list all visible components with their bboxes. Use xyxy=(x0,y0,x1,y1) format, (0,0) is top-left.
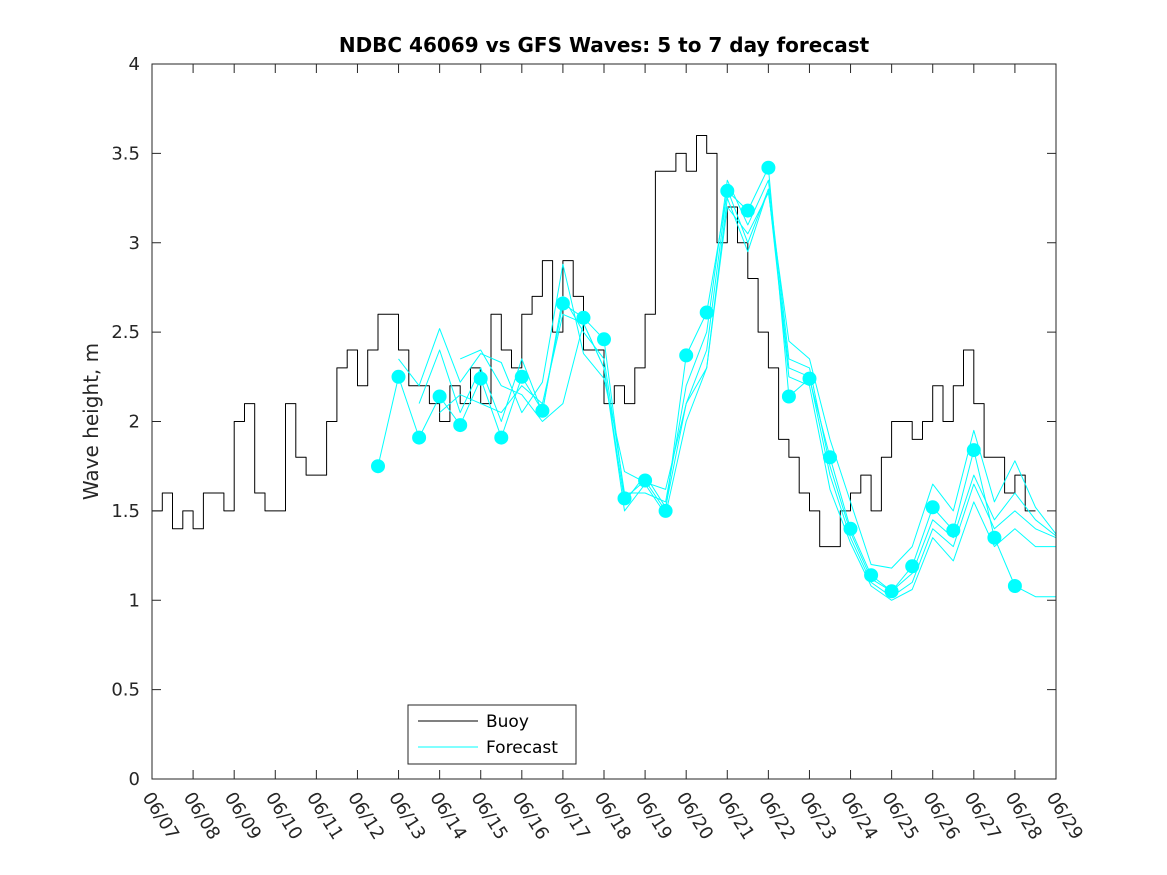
y-tick-label: 1 xyxy=(129,590,140,611)
forecast-marker xyxy=(864,568,879,583)
forecast-marker xyxy=(658,503,673,518)
forecast-marker xyxy=(453,418,468,433)
forecast-marker xyxy=(720,183,735,198)
forecast-marker xyxy=(802,371,817,386)
marker-layer xyxy=(371,160,1022,599)
chart-title: NDBC 46069 vs GFS Waves: 5 to 7 day fore… xyxy=(339,33,870,57)
forecast-marker xyxy=(617,491,632,506)
forecast-series-line xyxy=(398,192,1057,569)
forecast-series-line xyxy=(439,188,1057,598)
forecast-marker xyxy=(494,430,509,445)
forecast-marker xyxy=(843,521,858,536)
forecast-marker xyxy=(391,369,406,384)
y-tick-label: 0 xyxy=(129,769,140,790)
y-tick-label: 3 xyxy=(129,233,140,254)
forecast-series-line xyxy=(460,188,1056,601)
forecast-marker xyxy=(925,500,940,515)
forecast-marker xyxy=(823,450,837,465)
forecast-marker xyxy=(905,559,920,574)
legend-box xyxy=(407,704,577,765)
forecast-marker xyxy=(597,332,611,347)
legend: Buoy Forecast xyxy=(407,704,577,765)
forecast-marker xyxy=(679,348,694,363)
forecast-marker xyxy=(432,389,447,404)
forecast-marker xyxy=(638,473,653,488)
forecast-marker xyxy=(781,389,796,404)
forecast-marker xyxy=(1007,579,1022,593)
y-axis: 0 0.5 1 1.5 2 2.5 3 3.5 4 xyxy=(111,54,1056,790)
forecast-marker xyxy=(576,310,591,325)
legend-forecast-label: Forecast xyxy=(486,738,558,758)
buoy-series-line xyxy=(152,135,1036,548)
y-tick-label: 2 xyxy=(129,412,140,433)
forecast-marker xyxy=(740,203,755,218)
forecast-marker xyxy=(884,584,899,599)
series-layer xyxy=(152,135,1057,601)
y-tick-label: 2.5 xyxy=(111,322,140,343)
forecast-marker xyxy=(699,305,714,320)
forecast-marker xyxy=(966,443,981,458)
y-axis-label: Wave height, m xyxy=(79,343,103,500)
forecast-marker xyxy=(987,530,1002,545)
forecast-marker xyxy=(946,523,961,538)
forecast-marker xyxy=(473,371,488,386)
forecast-marker xyxy=(535,403,550,418)
forecast-marker xyxy=(371,459,385,474)
axes-box xyxy=(152,64,1056,779)
forecast-marker xyxy=(514,369,529,384)
y-tick-label: 1.5 xyxy=(111,501,140,522)
forecast-marker xyxy=(412,430,427,445)
forecast-marker xyxy=(555,296,570,311)
y-tick-label: 4 xyxy=(129,54,140,75)
y-tick-label: 0.5 xyxy=(111,680,140,701)
legend-buoy-label: Buoy xyxy=(486,712,529,732)
plot-area xyxy=(151,63,1057,780)
forecast-marker xyxy=(761,160,776,175)
y-tick-label: 3.5 xyxy=(111,143,140,164)
